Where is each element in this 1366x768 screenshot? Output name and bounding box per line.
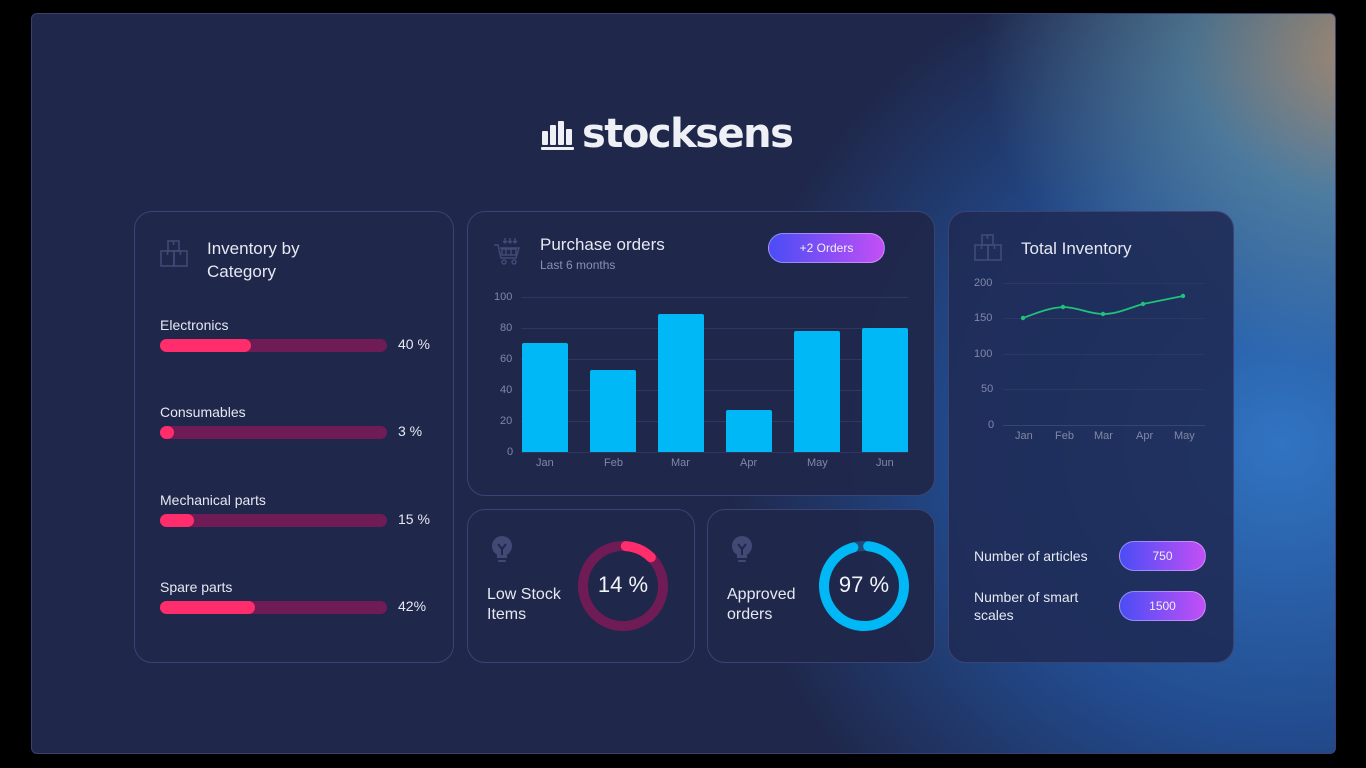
stat-smart-scales-label: Number of smart scales bbox=[974, 589, 1079, 623]
dashboard-frame: stocksens Inventory by Category Electron… bbox=[31, 13, 1336, 754]
smart-scales-count-badge[interactable]: 1500 bbox=[1119, 591, 1206, 621]
progress-bar bbox=[160, 339, 387, 352]
low-stock-ring: 14 % bbox=[577, 540, 669, 632]
category-label: Mechanical parts bbox=[160, 492, 266, 508]
category-label: Consumables bbox=[160, 404, 246, 420]
approved-orders-ring: 97 % bbox=[818, 540, 910, 632]
category-percent: 40 % bbox=[398, 336, 430, 352]
card-subtitle: Last 6 months bbox=[540, 258, 616, 272]
bar-mar[interactable] bbox=[658, 314, 704, 452]
bar-jan[interactable] bbox=[522, 343, 568, 452]
line-chart: 200 150 100 50 0 Jan Feb Mar Apr May bbox=[949, 212, 1233, 662]
progress-bar bbox=[160, 426, 387, 439]
progress-bar bbox=[160, 601, 387, 614]
category-label: Spare parts bbox=[160, 579, 233, 595]
brand-name: stocksens bbox=[582, 111, 794, 157]
shopping-cart-icon bbox=[494, 238, 521, 265]
category-percent: 3 % bbox=[398, 423, 423, 439]
inventory-trend-line bbox=[1020, 293, 1186, 321]
bar-chart: 100 80 60 40 20 0 Jan Feb Mar Apr May Ju… bbox=[468, 212, 934, 495]
lightbulb-icon bbox=[732, 536, 752, 562]
total-inventory-card: Total Inventory 200 150 100 50 0 Jan Feb bbox=[948, 211, 1234, 663]
card-title: Inventory by Category bbox=[207, 239, 300, 281]
lightbulb-icon bbox=[492, 536, 512, 562]
articles-count-badge[interactable]: 750 bbox=[1119, 541, 1206, 571]
orders-badge[interactable]: +2 Orders bbox=[768, 233, 885, 263]
low-stock-card: Low Stock Items 14 % bbox=[467, 509, 695, 663]
approved-orders-card: Approved orders 97 % bbox=[707, 509, 935, 663]
bar-may[interactable] bbox=[794, 331, 840, 452]
bar-jun[interactable] bbox=[862, 328, 908, 452]
category-percent: 42% bbox=[398, 598, 427, 614]
progress-bar bbox=[160, 514, 387, 527]
bar-feb[interactable] bbox=[590, 370, 636, 452]
category-percent: 15 % bbox=[398, 511, 430, 527]
category-electronics: Electronics 40 % bbox=[160, 317, 450, 352]
purchase-orders-card: Purchase orders Last 6 months +2 Orders … bbox=[467, 211, 935, 496]
stat-articles-label: Number of articles bbox=[974, 548, 1088, 564]
card-title: Purchase orders bbox=[540, 235, 665, 254]
bar-chart-logo-icon bbox=[541, 118, 574, 150]
boxes-icon bbox=[974, 234, 1002, 261]
brand-logo: stocksens bbox=[541, 109, 794, 159]
bar-apr[interactable] bbox=[726, 410, 772, 452]
category-label: Electronics bbox=[160, 317, 229, 333]
category-mechanical-parts: Mechanical parts 15 % bbox=[160, 492, 450, 527]
low-stock-value: 14 % bbox=[597, 572, 649, 597]
category-spare-parts: Spare parts 42% bbox=[160, 579, 450, 614]
boxes-icon bbox=[160, 240, 188, 267]
low-stock-label: Low Stock Items bbox=[487, 586, 561, 623]
card-title: Total Inventory bbox=[1021, 239, 1132, 258]
approved-orders-label: Approved orders bbox=[727, 586, 796, 623]
approved-orders-value: 97 % bbox=[838, 572, 890, 597]
inventory-by-category-card: Inventory by Category Electronics 40 % C… bbox=[134, 211, 454, 663]
category-consumables: Consumables 3 % bbox=[160, 404, 450, 439]
